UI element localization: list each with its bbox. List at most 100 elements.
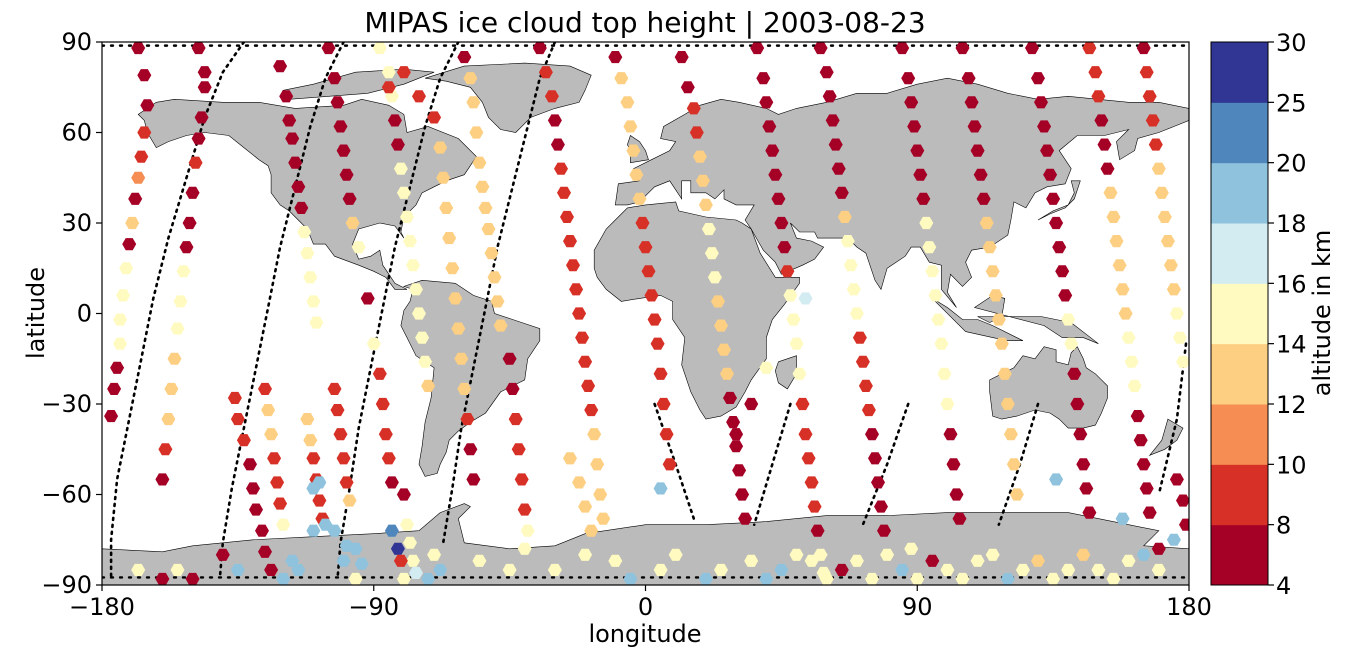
cloud-point: [874, 500, 888, 513]
cloud-point: [1163, 259, 1178, 272]
cloud-point: [849, 554, 864, 567]
cloud-point: [176, 265, 191, 278]
cloud-point: [795, 397, 810, 411]
cloud-point: [1049, 216, 1064, 230]
map-plot-area: [101, 41, 1190, 586]
cloud-point: [387, 114, 402, 127]
cloud-point: [300, 247, 315, 260]
cloud-point: [804, 476, 819, 489]
cloud-point: [689, 126, 704, 139]
cloud-point: [433, 141, 448, 154]
cloud-point: [798, 292, 813, 305]
cloud-point: [1061, 313, 1076, 326]
cloud-point: [1179, 518, 1189, 531]
cloud-point: [922, 241, 937, 254]
y-tick-label: 90: [61, 28, 92, 56]
cloud-point: [991, 313, 1006, 326]
indonesia-land: [932, 298, 1024, 342]
antarctica-land: [102, 503, 1189, 585]
cloud-point: [801, 452, 816, 465]
cloud-point: [478, 201, 493, 214]
cloud-point: [659, 428, 674, 441]
cloud-point: [729, 440, 744, 453]
cloud-point: [342, 494, 357, 507]
cloud-point: [1115, 283, 1130, 296]
cloud-point: [547, 114, 562, 127]
cloud-point: [680, 81, 695, 94]
cloud-point: [372, 367, 387, 380]
cloud-point: [1142, 90, 1157, 103]
cloud-point: [333, 120, 348, 133]
cloud-point: [1109, 235, 1124, 248]
cloud-point: [384, 476, 399, 489]
cloud-point: [264, 563, 279, 576]
cloud-point: [155, 473, 170, 486]
cloud-point: [393, 554, 408, 567]
cloud-point: [294, 201, 309, 214]
colorbar-tick-label: 14: [1276, 331, 1307, 359]
cloud-point: [1115, 512, 1130, 525]
cloud-point: [777, 241, 792, 254]
cloud-point: [185, 186, 200, 199]
cloud-point: [771, 192, 786, 205]
y-axis-label: latitude: [22, 267, 50, 359]
cloud-point: [1106, 210, 1121, 223]
colorbar-frame: [1210, 41, 1269, 586]
x-tick-label: 180: [1166, 593, 1212, 621]
cloud-point: [406, 554, 420, 567]
cloud-point: [584, 404, 599, 417]
cloud-point: [412, 307, 426, 320]
cloud-point: [230, 413, 245, 426]
cloud-point: [704, 247, 719, 260]
cloud-point: [1169, 307, 1184, 320]
colorbar-tick-label: 20: [1276, 150, 1307, 178]
cloud-point: [626, 144, 641, 157]
cloud-point: [197, 81, 212, 94]
cloud-point: [439, 201, 454, 214]
cloud-point: [759, 572, 774, 585]
cloud-point: [1127, 379, 1142, 392]
cloud-point: [904, 542, 919, 555]
cloud-point: [587, 428, 602, 441]
cloud-point: [668, 548, 683, 561]
cloud-point: [532, 42, 547, 55]
cloud-point: [738, 512, 753, 525]
cloud-point: [409, 566, 423, 579]
cloud-point: [913, 168, 928, 181]
cloud-point: [735, 488, 750, 501]
cloud-point: [348, 572, 363, 585]
cloud-point: [946, 458, 961, 471]
cloud-point: [1157, 210, 1172, 223]
cloud-point: [466, 96, 481, 109]
cloud-point: [641, 265, 656, 278]
x-tick-label: 0: [638, 593, 653, 621]
cloud-point: [333, 428, 348, 441]
cloud-point: [931, 313, 946, 326]
cloud-point: [134, 150, 149, 163]
cloud-point: [466, 473, 481, 486]
cloud-point: [339, 476, 354, 489]
cloud-point: [807, 500, 822, 513]
colorbar-tick-label: 30: [1276, 29, 1307, 57]
cloud-point: [463, 443, 478, 456]
cloud-point: [925, 554, 940, 567]
cloud-point: [258, 545, 272, 558]
y-tick-label: −60: [41, 481, 92, 509]
cloud-point: [1151, 542, 1166, 555]
cloud-point: [701, 223, 716, 236]
cloud-point: [858, 379, 873, 392]
cloud-point: [1043, 168, 1058, 181]
orbit-track: [1157, 342, 1188, 496]
cloud-point: [744, 554, 759, 567]
cloud-point: [1082, 42, 1097, 55]
cloud-point: [919, 216, 934, 230]
cloud-point: [122, 238, 137, 251]
cloud-point: [164, 382, 179, 395]
cloud-point: [409, 283, 423, 296]
cloud-point: [852, 331, 867, 344]
cloud-point: [303, 271, 318, 284]
cloud-point: [336, 452, 351, 465]
cloud-point: [412, 90, 426, 103]
y-tick-label: −90: [41, 571, 92, 599]
cloud-point: [557, 186, 571, 199]
